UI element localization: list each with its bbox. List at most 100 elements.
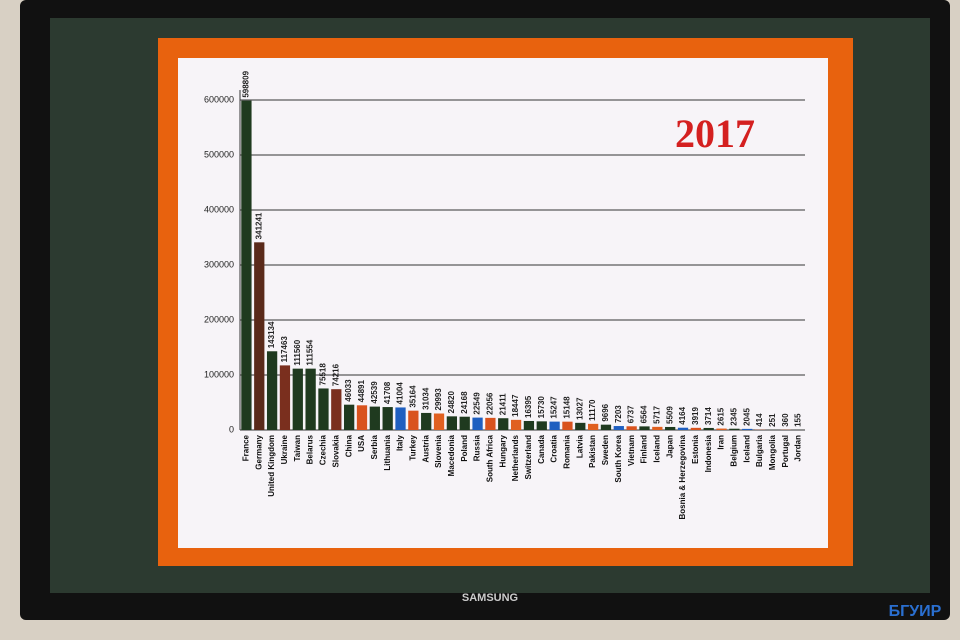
- bar: [729, 428, 740, 430]
- y-tick-label: 0: [229, 424, 234, 434]
- x-tick-label: Iran: [717, 435, 726, 450]
- value-label: 16395: [524, 395, 533, 418]
- value-label: 24168: [460, 391, 469, 414]
- bar: [266, 351, 278, 430]
- tv-brand: SAMSUNG: [462, 592, 518, 604]
- y-tick-label: 300000: [204, 259, 234, 269]
- value-label: 5509: [665, 406, 674, 424]
- bar: [510, 419, 522, 430]
- bar: [575, 422, 586, 430]
- value-label: 3714: [704, 407, 713, 425]
- x-tick-label: Ukraine: [280, 434, 289, 464]
- value-label: 414: [755, 413, 764, 427]
- watermark: БГУИР: [889, 603, 942, 620]
- x-tick-label: Finland: [640, 435, 649, 464]
- y-tick-label: 400000: [204, 204, 234, 214]
- chart-area: [178, 58, 828, 548]
- x-tick-label: Hungary: [498, 434, 507, 467]
- x-tick-label: Bulgaria: [755, 434, 764, 467]
- value-label: 251: [768, 413, 777, 427]
- x-tick-label: Bosnia & Herzegovina: [678, 434, 687, 519]
- value-label: 18447: [511, 394, 520, 417]
- value-label: 13027: [575, 397, 584, 420]
- bar: [433, 413, 445, 430]
- value-label: 31034: [421, 387, 430, 410]
- x-tick-label: Taiwan: [293, 435, 302, 462]
- x-tick-label: Slovakia: [331, 434, 340, 467]
- value-label: 74216: [331, 363, 340, 386]
- value-label: 5717: [652, 406, 661, 424]
- x-tick-label: Italy: [396, 434, 405, 451]
- bar: [472, 417, 483, 430]
- bar: [716, 428, 727, 430]
- x-tick-label: Mongolia: [768, 434, 777, 470]
- bar: [626, 426, 637, 430]
- x-tick-label: France: [242, 434, 251, 461]
- bar: [677, 427, 689, 430]
- value-label: 4164: [678, 406, 687, 424]
- value-label: 111554: [306, 339, 315, 365]
- x-tick-label: Sweden: [601, 435, 610, 465]
- bar: [279, 365, 291, 430]
- y-tick-label: 600000: [204, 94, 234, 104]
- x-tick-label: South Africa: [486, 434, 495, 482]
- x-tick-label: Russia: [473, 434, 482, 461]
- x-tick-label: Macedonia: [447, 434, 456, 476]
- value-label: 15148: [563, 396, 572, 419]
- chart-title: 2017: [675, 111, 755, 156]
- y-tick-label: 100000: [204, 369, 234, 379]
- value-label: 15730: [537, 396, 546, 419]
- value-label: 6737: [627, 405, 636, 423]
- value-label: 75518: [319, 363, 328, 386]
- bar: [549, 421, 560, 430]
- bar: [408, 410, 419, 430]
- bar: [318, 388, 329, 430]
- value-label: 143134: [267, 321, 276, 348]
- x-tick-label: Portugal: [781, 435, 790, 467]
- x-tick-label: USA: [357, 435, 366, 452]
- x-tick-label: Estonia: [691, 434, 700, 463]
- x-tick-label: Switzerland: [524, 435, 533, 480]
- x-tick-label: Netherlands: [511, 434, 520, 481]
- value-label: 42539: [370, 381, 379, 404]
- value-label: 11170: [588, 399, 597, 421]
- bar: [600, 424, 612, 430]
- bar: [292, 368, 303, 430]
- y-tick-label: 200000: [204, 314, 234, 324]
- x-tick-label: Canada: [537, 434, 546, 463]
- y-tick-label: 500000: [204, 149, 234, 159]
- x-tick-label: Latvia: [575, 434, 584, 458]
- value-label: 2045: [742, 408, 751, 426]
- x-tick-label: China: [344, 434, 353, 457]
- bar: [241, 100, 252, 430]
- bar: [395, 407, 406, 430]
- value-label: 2615: [717, 407, 726, 425]
- bar: [356, 405, 368, 430]
- bar: [587, 423, 599, 430]
- value-label: 111560: [293, 339, 302, 365]
- value-label: 7203: [614, 405, 623, 423]
- bar: [536, 421, 547, 430]
- value-label: 29993: [434, 388, 443, 411]
- x-tick-label: Serbia: [370, 434, 379, 459]
- x-tick-label: Lithuania: [383, 434, 392, 470]
- value-label: 22549: [473, 392, 482, 415]
- bar: [562, 421, 573, 430]
- x-tick-label: Vietnam: [627, 435, 636, 466]
- value-label: 21411: [498, 393, 507, 415]
- bar: [742, 428, 753, 430]
- bar: [446, 416, 458, 430]
- value-label: 44891: [357, 380, 366, 403]
- x-tick-label: Belarus: [306, 434, 315, 464]
- bar: [421, 412, 432, 430]
- value-label: 15247: [550, 396, 559, 419]
- value-label: 117463: [280, 336, 289, 363]
- bar: [459, 416, 470, 430]
- bar: [639, 426, 650, 430]
- value-label: 2345: [729, 407, 738, 425]
- x-tick-label: Turkey: [408, 434, 417, 460]
- value-label: 41004: [396, 382, 405, 405]
- bar: [690, 427, 701, 430]
